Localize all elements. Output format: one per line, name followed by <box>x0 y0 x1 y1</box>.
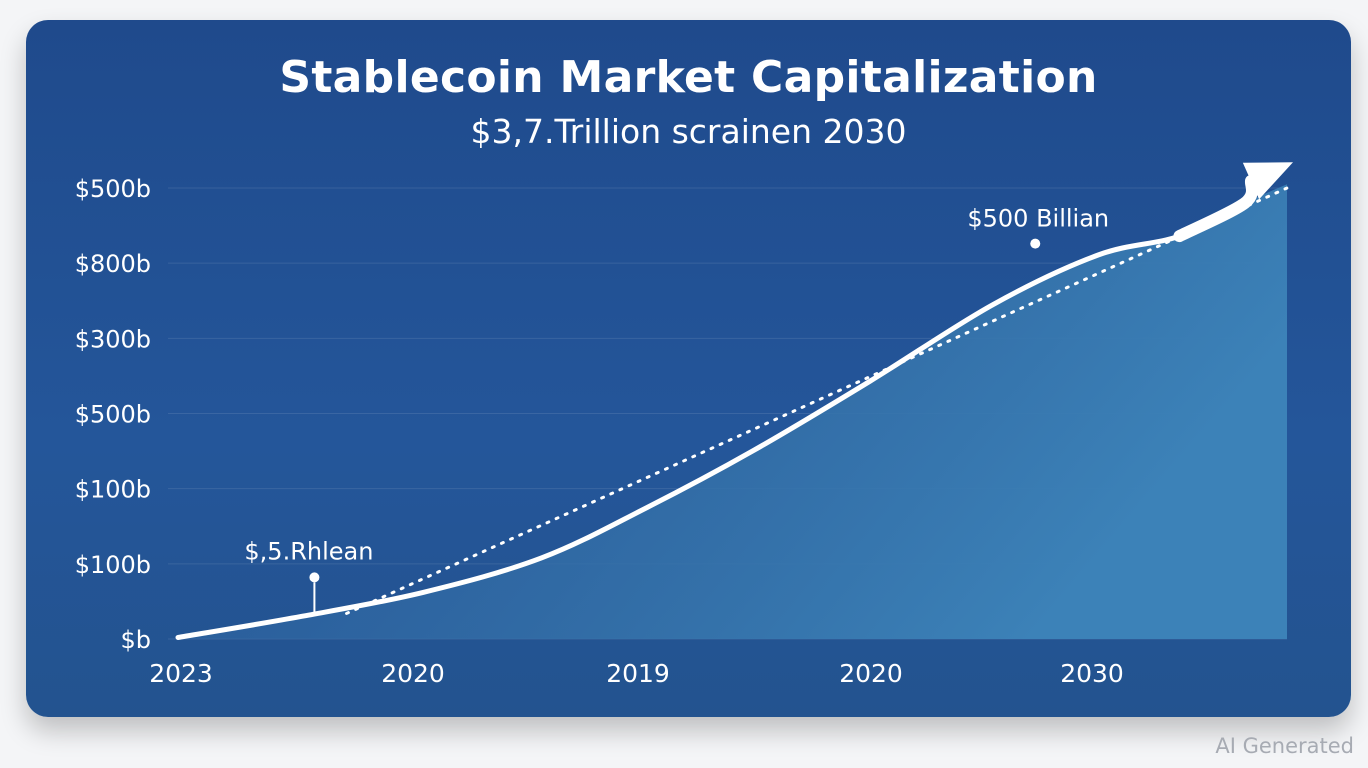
chart-card: Stablecoin Market Capitalization $3,7.Tr… <box>26 20 1351 717</box>
ai-generated-watermark: AI Generated <box>1215 734 1354 758</box>
x-tick-label: 2023 <box>149 659 213 688</box>
annotation-marker <box>1030 238 1041 249</box>
trend-dotted-line <box>345 186 1289 615</box>
y-tick-label: $b <box>120 626 151 654</box>
y-tick-label: $100b <box>75 551 151 579</box>
y-tick-label: $500b <box>75 175 151 203</box>
annotation-marker <box>309 572 320 583</box>
y-tick-label: $500b <box>75 401 151 429</box>
x-tick-label: 2020 <box>381 659 445 688</box>
area-chart-plot: $b $100b $100b $500b $300b $800b $500b 2023 2020… <box>75 162 1293 688</box>
series-line <box>175 200 1248 640</box>
area-fill <box>178 184 1287 639</box>
x-tick-label: 2030 <box>1060 659 1124 688</box>
chart-title: Stablecoin Market Capitalization <box>279 52 1098 103</box>
x-tick-label: 2020 <box>839 659 903 688</box>
y-tick-label: $300b <box>75 325 151 353</box>
annotation-label: $,5.Rhlean <box>244 537 373 565</box>
y-tick-label: $800b <box>75 250 151 278</box>
x-tick-label: 2019 <box>606 659 670 688</box>
chart-subtitle: $3,7.Trillion scrainen 2030 <box>470 112 907 151</box>
y-tick-label: $100b <box>75 476 151 504</box>
annotation-label: $500 Billian <box>967 205 1109 233</box>
